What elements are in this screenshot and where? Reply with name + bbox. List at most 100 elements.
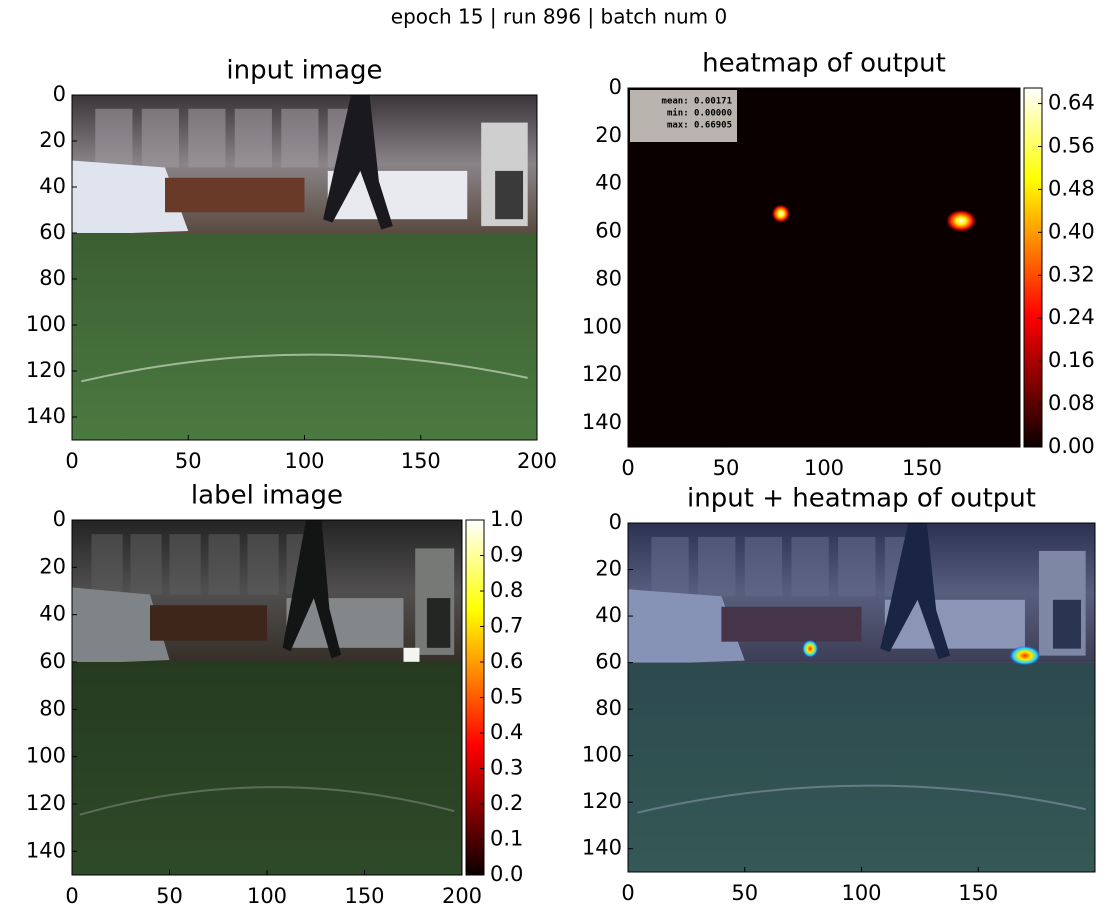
subplot-title: input image [226,56,382,86]
heatmap-blob [946,209,977,232]
y-tick-label: 0 [53,82,66,106]
image-wall-panel [791,536,829,597]
y-tick-label: 140 [26,404,66,428]
image-wall-panel [208,534,240,595]
heatmap-blob [771,204,790,223]
subplot-title: input + heatmap of output [687,484,1036,514]
x-tick-label: 150 [902,456,942,480]
colorbar-tick-label: 0.5 [490,685,523,709]
y-tick-label: 100 [582,314,622,338]
colorbar [1023,87,1043,448]
figure-title: epoch 15 | run 896 | batch num 0 [391,5,727,29]
image-banner [72,160,189,235]
y-tick-label: 40 [39,602,66,626]
overlay-blob [802,639,819,658]
image-wall-panel [95,108,133,168]
y-tick-label: 60 [39,649,66,673]
x-tick-label: 200 [442,884,482,908]
stats-text: min: 0.00000 [667,108,732,119]
colorbar-tick-label: 0.56 [1048,133,1095,157]
colorbar-tick-label: 0.4 [490,720,523,744]
x-tick-label: 50 [175,449,202,473]
y-tick-label: 60 [39,220,66,244]
x-tick-label: 200 [517,449,557,473]
colorbar-tick-label: 0.24 [1048,305,1095,329]
y-tick-label: 60 [595,650,622,674]
x-tick-label: 0 [65,884,78,908]
image-wall-panel [247,534,279,595]
colorbar-tick-label: 0.6 [490,649,523,673]
y-tick-label: 20 [39,128,66,152]
subplot: input + heatmap of output 0 50 100 150 0 20 40 6… [582,484,1096,905]
x-tick-label: 100 [284,449,324,473]
x-tick-label: 100 [804,456,844,480]
colorbar-tick-label: 0.40 [1048,219,1095,243]
x-tick-label: 0 [621,456,634,480]
y-tick-label: 120 [582,362,622,386]
x-tick-label: 50 [156,884,183,908]
y-tick-label: 40 [595,171,622,195]
image-wall-panel [838,536,876,597]
image-wall-panel [234,108,272,168]
image-wall-panel [91,534,123,595]
image-person [323,95,393,230]
image-wall-panel [651,536,689,597]
y-tick-label: 100 [26,744,66,768]
y-tick-label: 140 [582,836,622,860]
x-tick-label: 0 [621,881,634,905]
y-tick-label: 80 [39,266,66,290]
image-field [72,662,462,875]
subplot: heatmap of output 0 50 100 150 0 20 40 60 80 100 12… [582,49,1095,481]
y-tick-label: 60 [595,219,622,243]
y-tick-label: 40 [39,174,66,198]
y-tick-label: 80 [595,696,622,720]
y-tick-label: 20 [595,557,622,581]
colorbar-tick-label: 0.2 [490,791,523,815]
y-tick-label: 140 [582,410,622,434]
colorbar-tick-label: 0.7 [490,614,523,638]
stats-text: max: 0.66905 [667,121,732,131]
y-tick-label: 120 [26,791,66,815]
x-tick-label: 100 [841,881,881,905]
colorbar-tick-label: 0.00 [1048,434,1095,458]
colorbar-tick-label: 0.16 [1048,348,1095,372]
colorbar-tick-label: 0.3 [490,756,523,780]
subplot: label image 0 50 100 150 200 0 20 40 60 80 100 120 14… [26,481,524,909]
label-marker [403,647,420,662]
image-wall-panel [744,536,783,597]
y-tick-label: 40 [595,603,622,627]
subplot-title: label image [191,481,343,511]
x-tick-label: 50 [713,456,740,480]
image-wall-panel [141,108,179,168]
image-wall-panel [188,108,226,168]
colorbar-tick-label: 0.9 [490,543,523,567]
y-tick-label: 140 [26,838,66,862]
overlay-blob [1008,645,1041,666]
stats-text: mean: 0.00171 [662,97,732,107]
image-crowd [150,605,267,641]
image-field-line [81,353,528,383]
subplot-title: heatmap of output [702,49,946,79]
colorbar-tick-label: 0.0 [490,862,523,886]
x-tick-label: 150 [958,881,998,905]
x-tick-label: 150 [344,884,384,908]
image-banner [72,587,170,664]
x-tick-label: 150 [401,449,441,473]
x-tick-label: 50 [731,881,758,905]
image-crowd [721,606,862,642]
y-tick-label: 20 [39,554,66,578]
image-wall-panel [698,536,736,597]
y-tick-label: 20 [595,123,622,147]
y-tick-label: 100 [582,743,622,767]
x-tick-label: 100 [247,884,287,908]
x-tick-label: 0 [65,449,78,473]
colorbar-tick-label: 0.32 [1048,262,1095,286]
image-banner [628,589,745,665]
colorbar-tick-label: 0.48 [1048,176,1095,200]
y-tick-label: 0 [609,510,622,534]
stats-box [630,90,737,142]
y-tick-label: 0 [53,507,66,531]
image-field-line [79,786,455,816]
